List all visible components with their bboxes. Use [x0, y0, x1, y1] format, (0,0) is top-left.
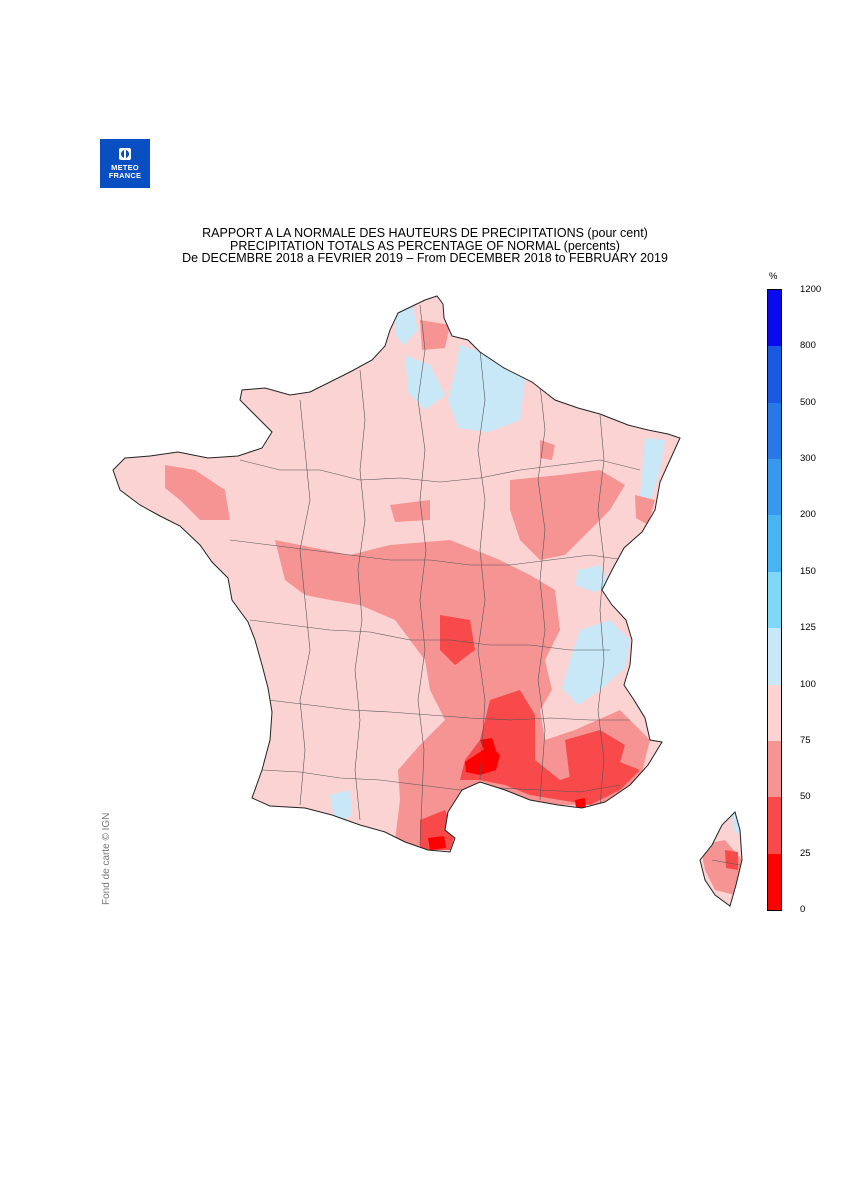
- legend-swatch-100-125: [768, 628, 781, 685]
- legend-tick-1200: 1200: [800, 284, 822, 295]
- legend-swatch-300-500: [768, 402, 781, 460]
- legend-unit: %: [769, 271, 778, 282]
- legend-swatch-50-75: [768, 740, 781, 798]
- title-line-1: RAPPORT A LA NORMALE DES HAUTEURS DE PRE…: [202, 226, 648, 240]
- map-zones-0-25: [428, 738, 586, 850]
- map-title-block: RAPPORT A LA NORMALE DES HAUTEURS DE PRE…: [150, 227, 700, 265]
- legend-tick-500: 500: [800, 396, 816, 408]
- meteo-france-logo: METEO FRANCE: [100, 139, 150, 188]
- legend-swatch-75-100: [768, 684, 781, 741]
- legend-swatch-25-50: [768, 797, 781, 854]
- legend-swatch-500-800: [768, 346, 781, 403]
- legend-tick-100: 100: [800, 678, 816, 690]
- legend-tick-0: 0: [800, 904, 806, 915]
- map-zones-50-75: [165, 320, 742, 895]
- legend-tick-150: 150: [800, 565, 816, 577]
- meteo-france-emblem-icon: [119, 148, 131, 160]
- logo-line-1: METEO: [111, 163, 139, 172]
- department-boundaries: [229, 304, 741, 866]
- france-outline: [112, 295, 681, 853]
- legend-tick-75: 75: [800, 734, 811, 746]
- legend-tick-800: 800: [800, 340, 816, 352]
- map-zones-25-50: [420, 615, 738, 870]
- legend-tick-125: 125: [800, 622, 816, 634]
- legend-tick-200: 200: [800, 509, 816, 521]
- legend-tick-300: 300: [800, 453, 816, 465]
- title-line-2: PRECIPITATION TOTALS AS PERCENTAGE OF NO…: [230, 238, 620, 253]
- country-outlines: [112, 295, 743, 907]
- legend-swatch-0-25: [768, 853, 781, 910]
- legend-color-scale: [767, 289, 782, 911]
- legend-swatch-150-200: [768, 515, 781, 572]
- title-line-3: De DECEMBRE 2018 a FEVRIER 2019 – From D…: [182, 251, 668, 265]
- legend-swatch-200-300: [768, 459, 781, 516]
- logo-line-2: FRANCE: [108, 171, 142, 180]
- legend-tick-50: 50: [800, 791, 811, 803]
- legend-swatch-125-150: [768, 571, 781, 629]
- legend-swatch-800-1200: [768, 290, 781, 347]
- legend-tick-25: 25: [800, 847, 811, 859]
- corsica-outline: [699, 811, 743, 907]
